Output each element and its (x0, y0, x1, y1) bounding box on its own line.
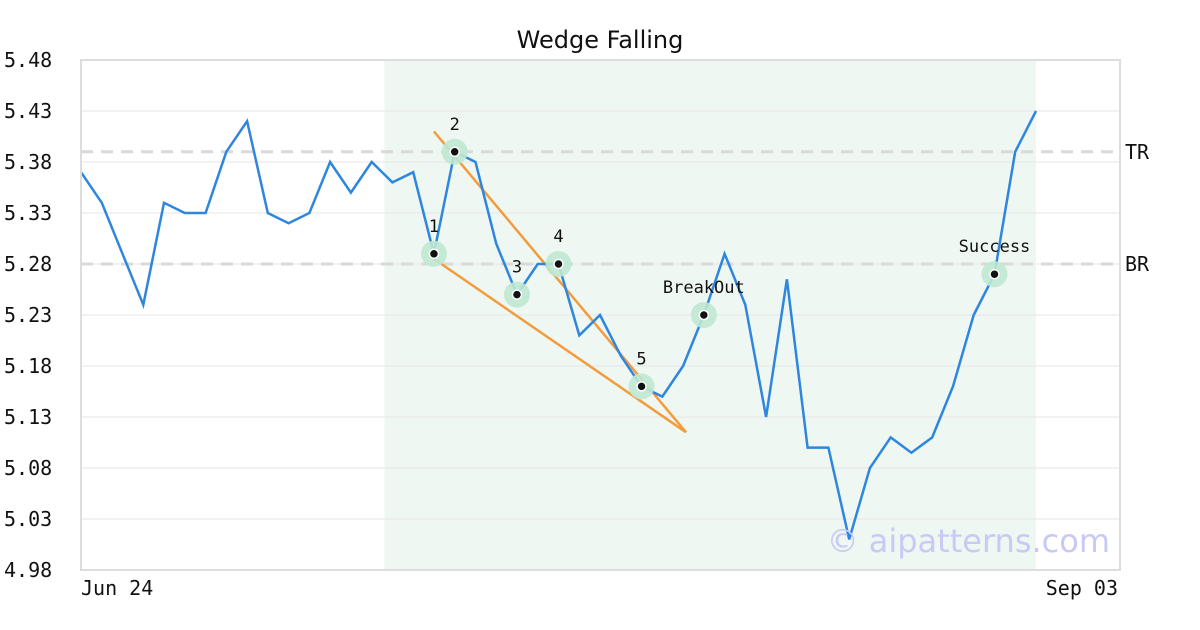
reference-label-br: BR (1125, 252, 1150, 276)
marker-point (698, 309, 710, 321)
marker-label: Success (959, 237, 1031, 257)
y-tick-label: 5.23 (4, 303, 52, 327)
y-tick-label: 5.33 (4, 201, 52, 225)
watermark: © aipatterns.com (827, 522, 1110, 560)
marker-point (989, 268, 1000, 280)
marker-label: 3 (512, 258, 522, 278)
marker-label: 5 (636, 349, 646, 369)
marker-label: 1 (429, 217, 439, 237)
y-tick-label: 5.28 (4, 252, 52, 276)
marker-point (428, 248, 440, 260)
reference-lines: TR BR (81, 140, 1150, 276)
y-tick-label: 5.18 (4, 354, 52, 378)
reference-label-tr: TR (1125, 140, 1150, 164)
y-tick-label: 5.13 (4, 405, 52, 429)
marker-point (511, 289, 523, 300)
x-tick-label: Jun 24 (81, 576, 153, 600)
y-tick-label: 5.43 (4, 99, 52, 123)
marker-label: 2 (450, 115, 460, 135)
y-axis-ticks: 5.48 5.43 5.38 5.33 5.28 5.23 5.18 5.13 5.08 5.03… (4, 48, 52, 582)
y-tick-label: 5.38 (4, 150, 52, 174)
marker-point (636, 381, 647, 392)
plot-frame (80, 59, 1121, 571)
pattern-markers: 1 2 3 4 5 BreakOut Success (420, 115, 1031, 400)
marker-label: 4 (553, 227, 563, 247)
x-tick-label: Sep 03 (1046, 576, 1118, 600)
y-tick-label: 5.48 (4, 48, 52, 72)
marker-label: BreakOut (663, 278, 745, 298)
x-axis-ticks: Jun 24 Sep 03 (81, 576, 1118, 600)
wedge-trend-line (433, 257, 687, 434)
chart-title: Wedge Falling (517, 26, 684, 54)
marker-point (553, 258, 564, 270)
y-tick-label: 4.98 (4, 558, 52, 582)
marker-point (449, 146, 460, 158)
y-tick-label: 5.03 (4, 507, 52, 531)
y-tick-label: 5.08 (4, 456, 52, 480)
